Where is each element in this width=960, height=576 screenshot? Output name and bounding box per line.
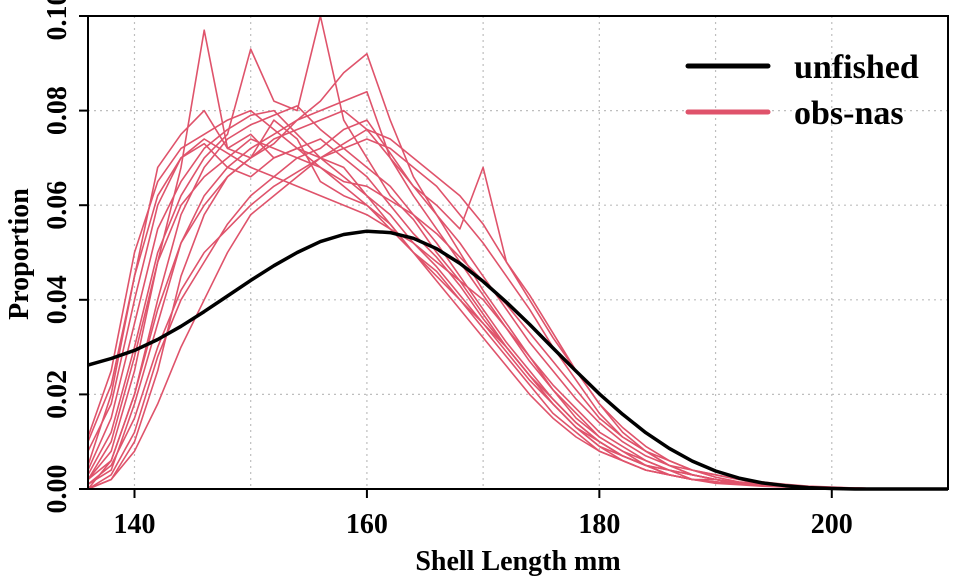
series-line-obs-nas (87, 15, 948, 490)
plot-frame (87, 15, 949, 490)
y-tick-label: 0.04 (42, 275, 73, 324)
y-tick-label: 0.08 (42, 86, 73, 135)
x-tick-label: 180 (578, 509, 620, 540)
series-line-unfished (87, 229, 948, 491)
y-tick-label: 0.10 (42, 0, 73, 41)
y-axis: 0.00 0.02 0.04 0.06 0.08 0.10 (42, 0, 88, 514)
x-axis-label: Shell Length mm (415, 546, 620, 576)
y-tick-label: 0.02 (42, 370, 73, 419)
series-line-obs-nas (87, 105, 948, 490)
x-tick-label: 160 (346, 509, 388, 540)
legend-label-obs-nas: obs-nas (794, 95, 904, 132)
legend: unfished obs-nas (685, 49, 919, 132)
series-lines (87, 15, 948, 491)
x-tick-label: 200 (811, 509, 853, 540)
x-axis: 140 160 180 200 (113, 489, 853, 540)
y-tick-label: 0.06 (42, 181, 73, 230)
series-line-obs-nas (87, 128, 948, 490)
grid (88, 15, 949, 490)
x-tick-label: 140 (113, 509, 155, 540)
legend-label-unfished: unfished (794, 49, 919, 86)
y-tick-label: 0.00 (42, 465, 73, 514)
y-axis-label: Proportion (4, 188, 35, 320)
